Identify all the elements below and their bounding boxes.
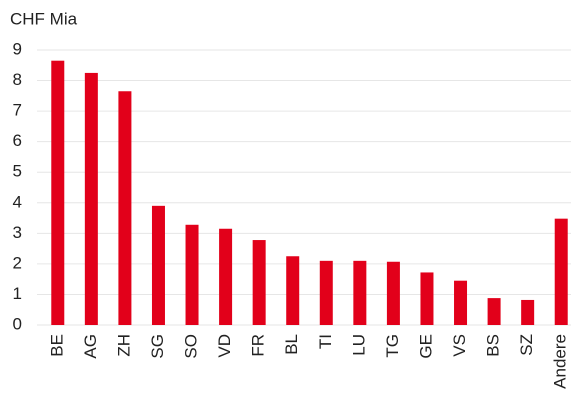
bar xyxy=(487,298,501,325)
x-tick-label: BS xyxy=(484,334,503,357)
y-tick-label: 3 xyxy=(13,223,22,242)
bar xyxy=(51,60,65,325)
chart-title: CHF Mia xyxy=(10,9,78,28)
x-tick-label: TI xyxy=(316,334,335,349)
y-tick-label: 1 xyxy=(13,284,22,303)
bar xyxy=(521,299,535,325)
y-tick-label: 2 xyxy=(13,253,22,272)
bar xyxy=(554,218,568,325)
y-tick-label: 0 xyxy=(13,314,22,333)
x-tick-label: SZ xyxy=(517,334,536,356)
bar xyxy=(420,272,434,325)
bar xyxy=(319,260,333,325)
x-tick-label: Andere xyxy=(551,334,570,389)
x-tick-label: VD xyxy=(215,334,234,358)
bar xyxy=(386,261,400,325)
bar xyxy=(84,72,98,326)
x-tick-label: VS xyxy=(450,334,469,357)
bar xyxy=(286,256,300,325)
bar xyxy=(219,228,233,325)
x-tick-label: BE xyxy=(47,334,66,357)
y-tick-label: 8 xyxy=(13,70,22,89)
bar xyxy=(454,280,468,325)
bar xyxy=(252,240,266,325)
bar xyxy=(118,91,132,325)
y-tick-label: 4 xyxy=(13,192,22,211)
y-tick-label: 5 xyxy=(13,162,22,181)
x-tick-label: AG xyxy=(81,334,100,359)
x-tick-label: TG xyxy=(383,334,402,358)
bar xyxy=(353,260,367,325)
y-tick-label: 6 xyxy=(13,131,22,150)
bar xyxy=(151,205,165,325)
x-tick-label: ZH xyxy=(114,334,133,357)
bar xyxy=(185,224,199,325)
y-tick-label: 9 xyxy=(13,39,22,58)
x-tick-label: SO xyxy=(182,334,201,359)
y-tick-label: 7 xyxy=(13,101,22,120)
x-tick-label: FR xyxy=(249,334,268,357)
x-tick-label: LU xyxy=(349,334,368,356)
x-tick-label: SG xyxy=(148,334,167,359)
x-tick-label: GE xyxy=(416,334,435,359)
x-tick-label: BL xyxy=(282,334,301,355)
